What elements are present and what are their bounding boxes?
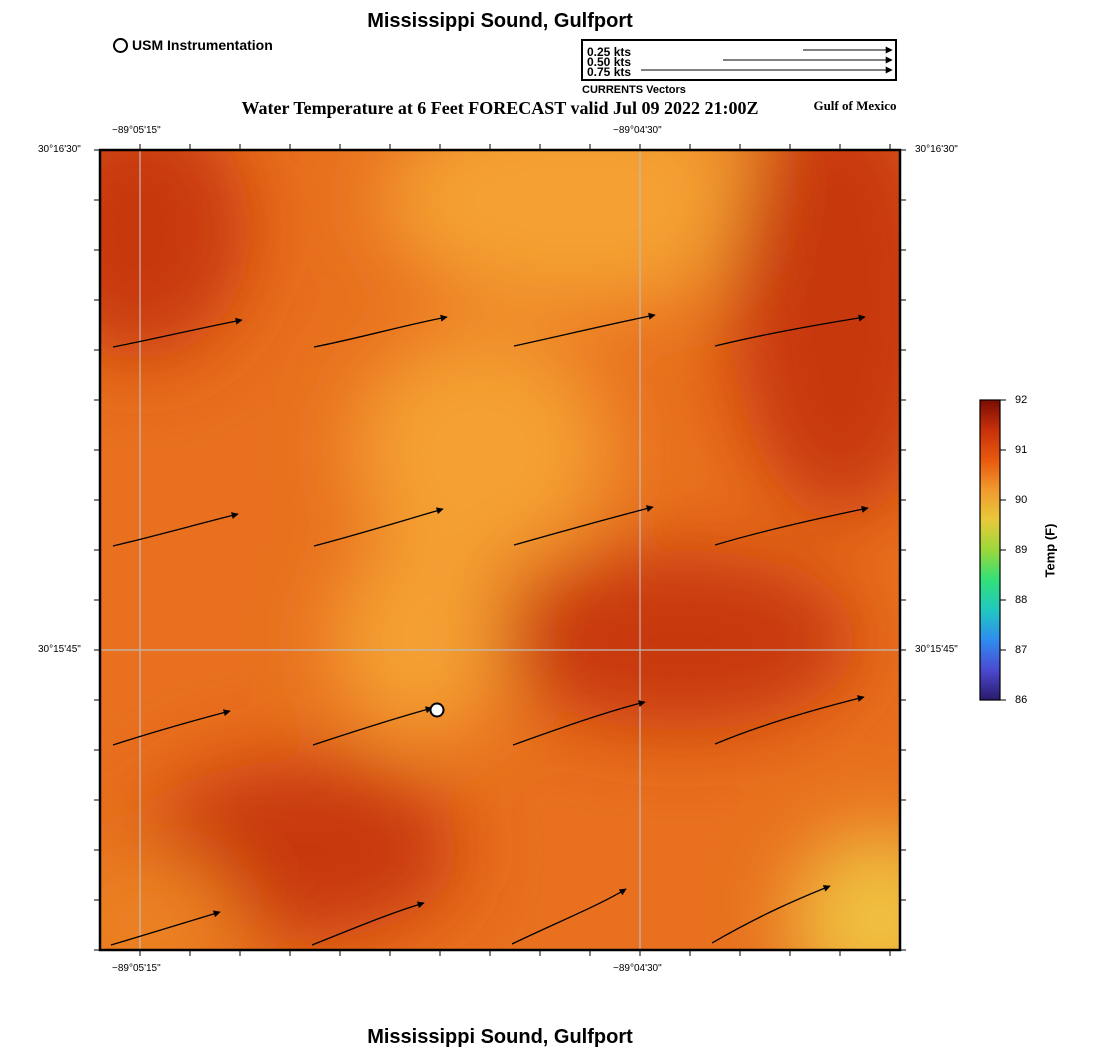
lon-tick-top-1: −89°05'15" [112, 125, 161, 136]
map-title: Water Temperature at 6 Feet FORECAST val… [241, 98, 759, 118]
lon-tick-top-2: −89°04'30" [613, 125, 662, 136]
station-marker-icon [113, 37, 128, 53]
colorbar-tick-92: 92 [1015, 394, 1028, 406]
lat-tick-right-2: 30°15'45" [915, 644, 958, 655]
lat-tick-left-2: 30°15'45" [38, 644, 81, 655]
temperature-field [100, 150, 900, 950]
lat-tick-right-1: 30°16'30" [915, 144, 958, 155]
current-vector [313, 507, 444, 547]
colorbar [979, 399, 1001, 701]
gridlines [100, 150, 900, 950]
scale-arrows [641, 46, 893, 74]
current-vectors [110, 312, 869, 946]
chart-title: Mississippi Sound, Gulfport [367, 10, 633, 32]
colorbar-tick-88: 88 [1015, 594, 1028, 606]
current-vector [511, 888, 627, 945]
lat-tick-left-1: 30°16'30" [38, 144, 81, 155]
colorbar-tick-90: 90 [1015, 494, 1028, 506]
current-vector [711, 885, 831, 944]
current-vector [112, 317, 243, 348]
colorbar-tick-86: 86 [1015, 694, 1028, 706]
current-vector [512, 700, 646, 746]
current-vector [112, 512, 239, 547]
colorbar-tick-87: 87 [1015, 644, 1028, 656]
scale-label-3: 0.75 kts [587, 65, 632, 79]
current-vector [714, 695, 865, 745]
frame-ticks [94, 144, 906, 956]
station-legend-label: USM Instrumentation [132, 37, 273, 53]
colorbar-tick-91: 91 [1015, 444, 1028, 456]
vector-caption: CURRENTS Vectors [582, 84, 686, 96]
current-vector [513, 312, 656, 347]
scale-label-2: 0.50 kts [587, 55, 632, 69]
current-vector [513, 505, 654, 546]
current-vector [311, 901, 425, 946]
lon-tick-bottom-1: −89°05'15" [112, 963, 161, 974]
usm-station-marker[interactable] [429, 702, 445, 718]
colorbar-tick-89: 89 [1015, 544, 1028, 556]
colorbar-ticks [1000, 399, 1006, 701]
footer-title: Mississippi Sound, Gulfport [367, 1026, 633, 1048]
lon-tick-bottom-2: −89°04'30" [613, 963, 662, 974]
current-vector [112, 709, 231, 746]
station-legend: USM Instrumentation [113, 37, 273, 53]
current-vector [714, 505, 869, 546]
current-vector [313, 314, 448, 348]
current-vector [714, 314, 866, 347]
current-vector [312, 706, 433, 746]
region-label: Gulf of Mexico [813, 98, 897, 113]
current-vector [110, 910, 221, 946]
scale-label-1: 0.25 kts [587, 45, 632, 59]
